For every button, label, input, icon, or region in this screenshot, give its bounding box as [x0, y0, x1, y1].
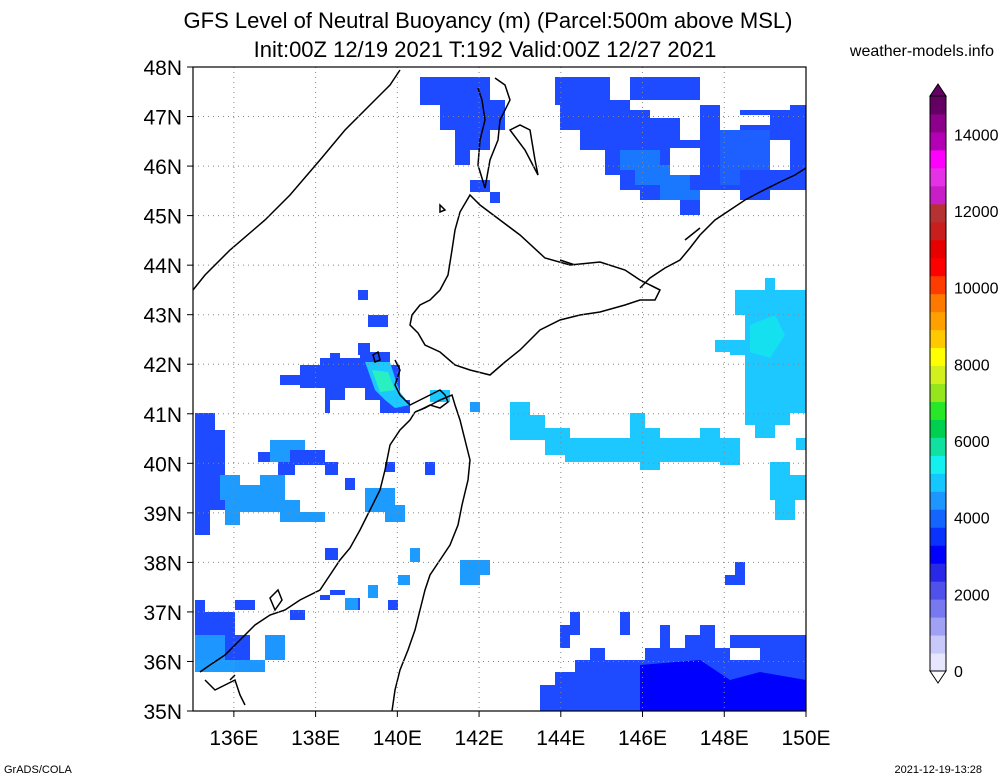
colorbar-segment — [930, 509, 946, 528]
footer-timestamp: 2021-12-19-13:28 — [894, 764, 982, 776]
lon-label: 150E — [781, 727, 830, 750]
lon-label: 144E — [536, 727, 585, 750]
colorbar-label: 10000 — [954, 281, 999, 298]
colorbar-segment — [930, 545, 946, 564]
colorbar-segment — [930, 185, 946, 205]
lat-label: 37N — [143, 602, 182, 625]
colorbar-segment — [930, 167, 946, 187]
colorbar-segment — [930, 96, 946, 115]
footer-credit: GrADS/COLA — [4, 764, 72, 776]
lon-label: 148E — [700, 727, 749, 750]
colorbar-segment — [930, 203, 946, 223]
colorbar-segment — [930, 131, 946, 151]
colorbar-segment — [930, 293, 946, 313]
colorbar-label: 6000 — [954, 434, 990, 451]
colorbar-segment — [930, 347, 946, 367]
title-line-2: Init:00Z 12/19 2021 T:192 Valid:00Z 12/2… — [253, 37, 717, 62]
lon-label: 142E — [455, 727, 504, 750]
lat-label: 35N — [143, 701, 182, 724]
lon-label: 146E — [618, 727, 667, 750]
colorbar-label: 2000 — [954, 587, 990, 604]
lat-label: 44N — [143, 255, 182, 278]
colorbar-segment — [930, 563, 946, 582]
colorbar-max-arrow — [929, 83, 947, 97]
lat-label: 42N — [143, 354, 182, 377]
lon-label: 136E — [209, 727, 258, 750]
lat-label: 36N — [143, 651, 182, 674]
lon-label: 140E — [373, 727, 422, 750]
lat-label: 38N — [143, 552, 182, 575]
lat-label: 43N — [143, 305, 182, 328]
colorbar-segment — [930, 311, 946, 331]
colorbar-segment — [930, 113, 946, 133]
colorbar-segment — [930, 221, 946, 241]
colorbar-segment — [930, 491, 946, 510]
colorbar-segment — [930, 437, 946, 456]
colorbar-segment — [930, 473, 946, 492]
longitude-labels: 136E 138E 140E 142E 144E 146E 148E 150E — [209, 711, 831, 750]
colorbar-segment — [930, 401, 946, 420]
lat-label: 46N — [143, 156, 182, 179]
colorbar-segment — [930, 419, 946, 438]
lat-label: 45N — [143, 206, 182, 229]
lat-label: 39N — [143, 503, 182, 526]
map-frame — [192, 66, 807, 712]
colorbar-label: 12000 — [954, 204, 999, 221]
colorbar-segment — [930, 257, 946, 277]
colorbar-frame — [929, 95, 947, 672]
map-grid — [193, 67, 806, 711]
colorbar-segment — [930, 329, 946, 349]
buoyancy-field — [195, 77, 806, 711]
colorbar-segment — [930, 149, 946, 169]
colorbar-segment — [930, 635, 946, 654]
colorbar-segment — [930, 527, 946, 546]
colorbar-segment — [930, 239, 946, 259]
map-panel — [192, 66, 807, 712]
site-credit: weather-models.info — [849, 43, 994, 60]
lon-label: 138E — [291, 727, 340, 750]
lat-label: 41N — [143, 404, 182, 427]
colorbar-segment — [930, 365, 946, 384]
colorbar-segment — [930, 383, 946, 402]
lat-label: 47N — [143, 107, 182, 130]
colorbar-label: 0 — [954, 664, 963, 681]
colorbar-min-arrow — [929, 670, 947, 684]
lat-label: 40N — [143, 453, 182, 476]
colorbar-segment — [930, 599, 946, 618]
colorbar-label: 4000 — [954, 511, 990, 528]
colorbar: 14000 12000 10000 8000 6000 4000 2000 0 — [929, 83, 999, 684]
colorbar-segment — [930, 455, 946, 474]
coastlines — [192, 69, 807, 712]
colorbar-segment — [930, 617, 946, 636]
colorbar-label: 14000 — [954, 127, 999, 144]
colorbar-segment — [930, 653, 946, 672]
colorbar-label: 8000 — [954, 357, 990, 374]
lat-label: 48N — [143, 57, 182, 80]
latitude-labels: 48N 47N 46N 45N 44N 43N 42N 41N 40N 39N 38N 37N 36N 3… — [143, 57, 193, 724]
title-line-1: GFS Level of Neutral Buoyancy (m) (Parce… — [183, 8, 793, 33]
colorbar-segment — [930, 275, 946, 295]
colorbar-segment — [930, 581, 946, 600]
